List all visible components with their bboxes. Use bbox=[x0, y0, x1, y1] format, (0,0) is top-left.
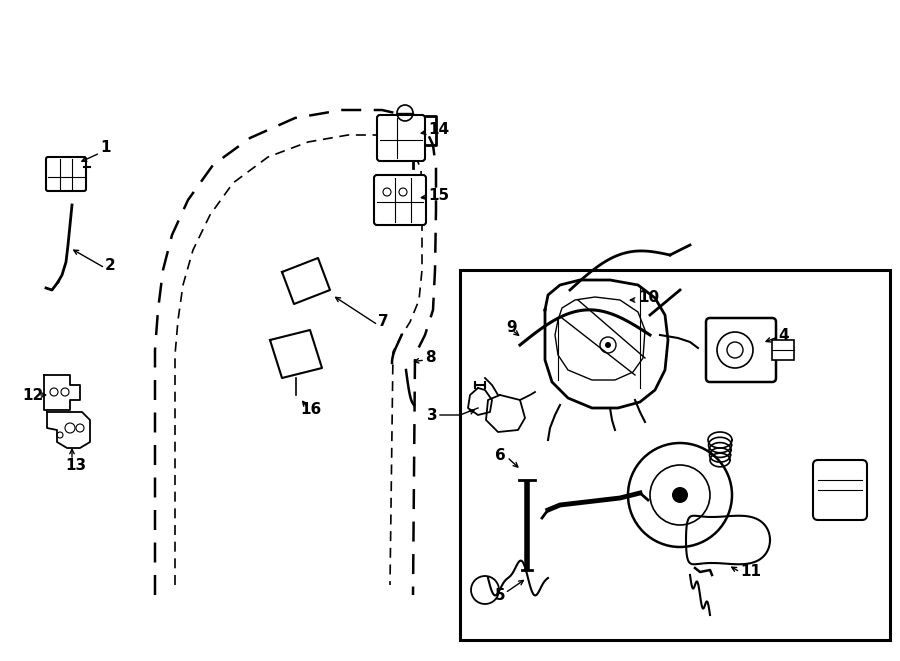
Bar bbox=[772, 340, 794, 360]
Text: 5: 5 bbox=[495, 588, 506, 602]
Text: 7: 7 bbox=[378, 315, 389, 329]
Text: 1: 1 bbox=[100, 141, 111, 155]
Text: 2: 2 bbox=[105, 258, 116, 272]
FancyBboxPatch shape bbox=[46, 157, 86, 191]
Circle shape bbox=[672, 487, 688, 503]
Text: 15: 15 bbox=[428, 188, 449, 202]
Text: 14: 14 bbox=[428, 122, 449, 137]
FancyBboxPatch shape bbox=[706, 318, 776, 382]
Text: 3: 3 bbox=[428, 407, 438, 422]
FancyBboxPatch shape bbox=[377, 115, 425, 161]
Bar bbox=[460, 270, 890, 640]
Text: 6: 6 bbox=[495, 447, 506, 463]
Text: 12: 12 bbox=[22, 387, 43, 403]
Circle shape bbox=[605, 342, 611, 348]
Text: 10: 10 bbox=[638, 290, 659, 305]
Text: 4: 4 bbox=[778, 327, 788, 342]
FancyBboxPatch shape bbox=[374, 175, 426, 225]
FancyBboxPatch shape bbox=[813, 460, 867, 520]
Text: 11: 11 bbox=[740, 564, 761, 580]
Text: 13: 13 bbox=[65, 457, 86, 473]
Text: 16: 16 bbox=[300, 403, 321, 418]
Text: 9: 9 bbox=[506, 321, 517, 336]
Text: 8: 8 bbox=[425, 350, 436, 366]
